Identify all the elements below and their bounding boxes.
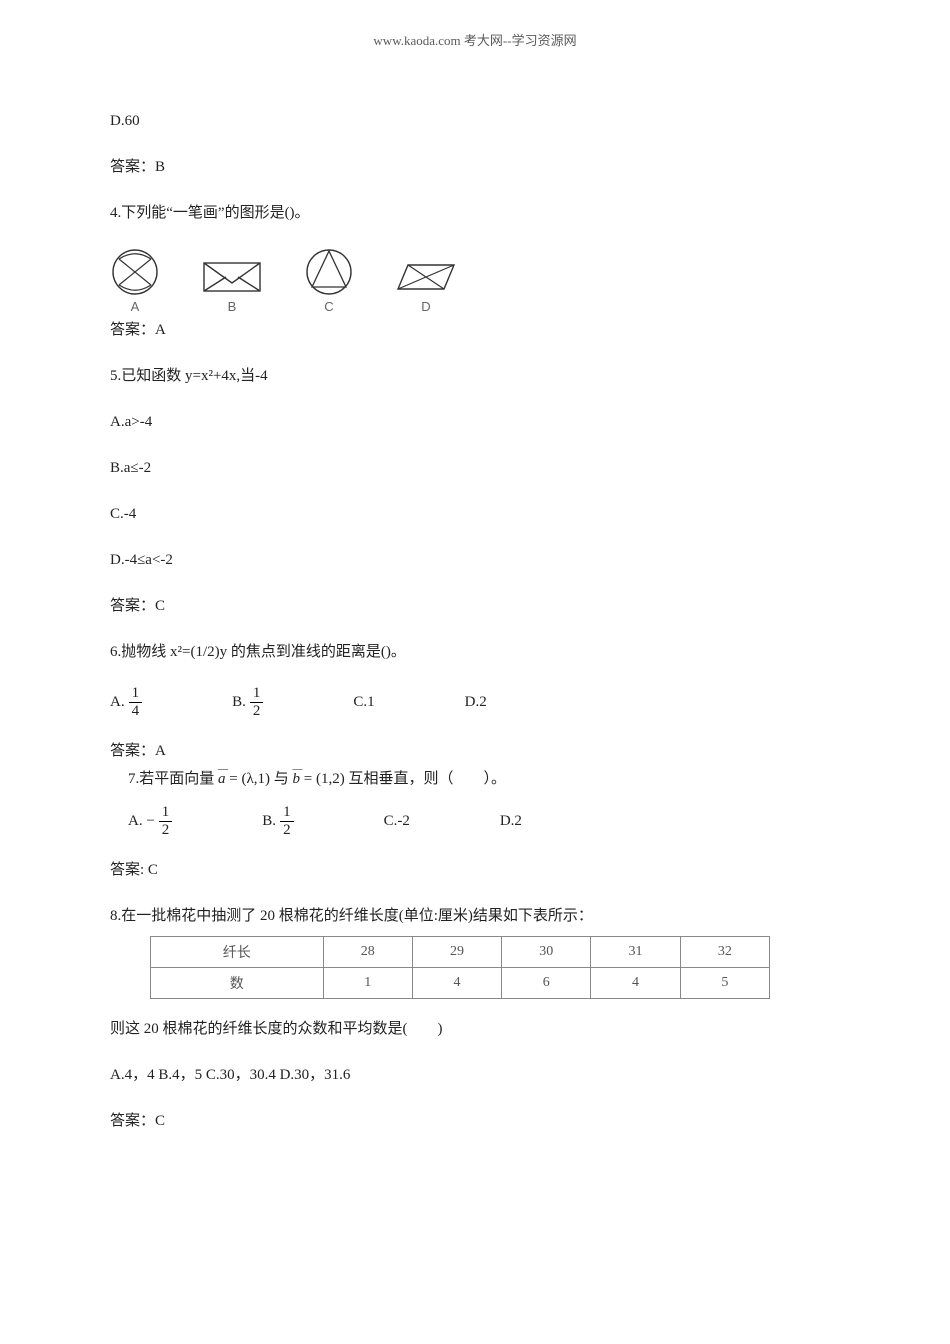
q6-answer: 答案：A <box>110 739 840 763</box>
q5-option-a: A.a>-4 <box>110 410 840 434</box>
table-row: 纤长 28 29 30 31 32 <box>151 937 770 968</box>
q8-question: 则这 20 根棉花的纤维长度的众数和平均数是( ) <box>110 1017 840 1041</box>
q6-option-a: A. 1 4 <box>110 686 142 719</box>
site-header: www.kaoda.com 考大网--学习资源网 <box>110 30 840 49</box>
q6-b-den: 2 <box>250 703 264 719</box>
q7-stem-suffix: = (1,2) 互相垂直，则（ ）。 <box>300 771 506 787</box>
q7-option-c: C.-2 <box>384 813 410 830</box>
q3-option-d: D.60 <box>110 109 840 133</box>
fraction-icon: 1 2 <box>250 686 264 719</box>
q7-a-prefix: A. − <box>128 813 155 830</box>
q6-a-den: 4 <box>129 703 143 719</box>
fraction-icon: 1 4 <box>129 686 143 719</box>
q5-option-c: C.-4 <box>110 502 840 526</box>
q4-label-a: A <box>131 299 140 314</box>
q5-option-d: D.-4≤a<-2 <box>110 548 840 572</box>
page-root: www.kaoda.com 考大网--学习资源网 D.60 答案：B 4.下列能… <box>0 0 950 1344</box>
table-cell: 31 <box>591 937 680 968</box>
table-cell: 4 <box>591 968 680 999</box>
table-cell: 32 <box>680 937 769 968</box>
table-cell: 4 <box>412 968 501 999</box>
table-cell: 28 <box>323 937 412 968</box>
q4-label-b: B <box>228 299 237 314</box>
q7-a-num: 1 <box>159 805 173 822</box>
q7-option-b: B. 1 2 <box>262 805 293 838</box>
q7-b-prefix: B. <box>262 813 276 830</box>
fraction-icon: 1 2 <box>159 805 173 838</box>
q8-stem: 8.在一批棉花中抽测了 20 根棉花的纤维长度(单位:厘米)结果如下表所示： <box>110 904 840 928</box>
table-cell: 30 <box>502 937 591 968</box>
figure-d-icon <box>394 257 458 297</box>
q6-b-prefix: B. <box>232 694 246 711</box>
q8-answer: 答案：C <box>110 1109 840 1133</box>
figure-c-icon <box>304 247 354 297</box>
q4-figures: A B C D <box>110 247 840 314</box>
q4-figure-c: C <box>304 247 354 314</box>
table-cell: 1 <box>323 968 412 999</box>
q7-a-den: 2 <box>159 822 173 838</box>
q7-b-den: 2 <box>280 822 294 838</box>
q4-label-c: C <box>324 299 333 314</box>
figure-b-icon <box>200 257 264 297</box>
q6-option-b: B. 1 2 <box>232 686 263 719</box>
q6-a-prefix: A. <box>110 694 125 711</box>
q6-option-d: D.2 <box>465 694 487 711</box>
q6-stem: 6.抛物线 x²=(1/2)y 的焦点到准线的距离是()。 <box>110 640 840 664</box>
vector-b-icon: b— <box>293 771 301 787</box>
q7-stem: 7.若平面向量 a— = (λ,1) 与 b— = (1,2) 互相垂直，则（ … <box>128 767 840 791</box>
q5-answer: 答案：C <box>110 594 840 618</box>
table-cell: 29 <box>412 937 501 968</box>
q7-stem-prefix: 7.若平面向量 <box>128 771 218 787</box>
q7-b-num: 1 <box>280 805 294 822</box>
q7-answer: 答案: C <box>110 858 840 882</box>
q6-option-c: C.1 <box>353 694 374 711</box>
q4-stem: 4.下列能“一笔画”的图形是()。 <box>110 201 840 225</box>
q4-answer: 答案：A <box>110 318 840 342</box>
q8-table: 纤长 28 29 30 31 32 数 1 4 6 4 5 <box>150 936 770 999</box>
q7-option-a: A. − 1 2 <box>128 805 172 838</box>
table-cell: 5 <box>680 968 769 999</box>
q4-figure-b: B <box>200 257 264 314</box>
q4-figure-a: A <box>110 247 160 314</box>
q8-options: A.4，4 B.4，5 C.30，30.4 D.30，31.6 <box>110 1063 840 1087</box>
q4-label-d: D <box>421 299 430 314</box>
q6-b-num: 1 <box>250 686 264 703</box>
table-cell: 6 <box>502 968 591 999</box>
q4-figure-d: D <box>394 257 458 314</box>
table-cell: 纤长 <box>151 937 324 968</box>
q7-options: A. − 1 2 B. 1 2 C.-2 D.2 <box>128 805 840 838</box>
q3-answer: 答案：B <box>110 155 840 179</box>
table-row: 数 1 4 6 4 5 <box>151 968 770 999</box>
q7-stem-mid: = (λ,1) 与 <box>226 771 293 787</box>
q7-option-d: D.2 <box>500 813 522 830</box>
q6-a-num: 1 <box>129 686 143 703</box>
q6-options: A. 1 4 B. 1 2 C.1 D.2 <box>110 686 840 719</box>
q5-stem: 5.已知函数 y=x²+4x,当-4 <box>110 364 840 388</box>
table-cell: 数 <box>151 968 324 999</box>
vector-a-icon: a— <box>218 771 226 787</box>
figure-a-icon <box>110 247 160 297</box>
q5-option-b: B.a≤-2 <box>110 456 840 480</box>
fraction-icon: 1 2 <box>280 805 294 838</box>
